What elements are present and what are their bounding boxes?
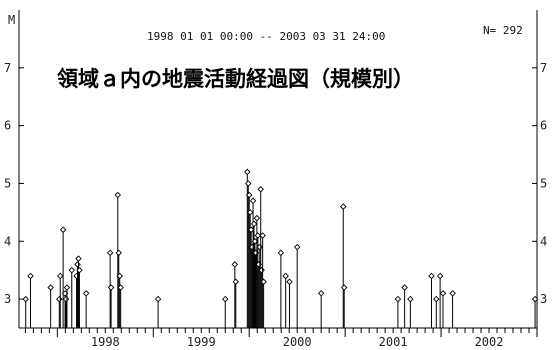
event-marker	[154, 295, 162, 303]
event-marker	[401, 284, 408, 291]
event-marker	[117, 284, 124, 291]
event-marker	[340, 284, 348, 291]
event-marker	[439, 290, 447, 297]
y-tick-label-right: 4	[540, 234, 547, 248]
event-marker	[56, 295, 63, 303]
plot-frame	[18, 10, 538, 329]
event-marker	[116, 272, 123, 280]
event-marker	[253, 214, 261, 222]
event-marker	[245, 180, 252, 187]
event-marker	[277, 249, 285, 257]
event-marker	[259, 232, 266, 239]
event-marker	[449, 290, 456, 297]
event-marker	[68, 266, 75, 274]
event-marker	[115, 249, 122, 257]
data-stems	[22, 168, 539, 328]
event-marker	[246, 209, 254, 216]
y-tick-label-right: 3	[540, 292, 547, 306]
y-tick-label-left: 6	[4, 119, 11, 133]
event-marker	[27, 272, 34, 280]
y-tick-label-right: 5	[540, 176, 547, 190]
event-marker	[82, 290, 90, 297]
y-tick-label-left: 4	[4, 234, 11, 248]
chart-title: 領域ａ内の地震活動経過図（規模別）	[57, 67, 414, 91]
y-tick-label-left: 3	[4, 292, 11, 306]
y-tick-label-right: 6	[540, 119, 547, 133]
axis-ticks: 3 3 4 4 5 5 6 6 7 7 1998 1999 2000 2001 2002	[4, 61, 547, 349]
y-tick-label-left: 5	[4, 176, 11, 190]
event-marker	[232, 278, 240, 285]
event-marker	[436, 272, 444, 280]
y-tick-label-left: 7	[4, 61, 11, 75]
x-tick-label: 2002	[475, 335, 504, 349]
event-marker	[76, 266, 83, 274]
event-marker	[231, 261, 239, 268]
event-marker	[286, 278, 293, 285]
x-tick-label: 1999	[187, 335, 216, 349]
event-marker	[260, 278, 267, 285]
event-marker	[258, 266, 265, 274]
event-marker	[407, 295, 414, 303]
event-marker	[244, 168, 251, 176]
event-marker	[250, 220, 258, 228]
event-marker	[75, 255, 82, 262]
event-marker	[114, 191, 122, 199]
event-marker	[47, 284, 54, 291]
event-marker	[428, 272, 435, 280]
event-marker	[74, 261, 81, 268]
y-axis-label: M	[8, 13, 15, 27]
event-marker	[57, 272, 64, 280]
x-tick-label: 1998	[91, 335, 120, 349]
event-marker	[222, 295, 229, 303]
event-marker	[254, 232, 262, 239]
event-marker	[63, 284, 71, 291]
event-marker	[531, 295, 539, 303]
period-label: 1998 01 01 00:00 -- 2003 03 31 24:00	[147, 30, 385, 43]
event-marker	[339, 203, 347, 210]
event-marker	[317, 290, 325, 297]
event-marker	[245, 191, 253, 199]
event-marker	[249, 197, 257, 205]
event-marker	[59, 226, 67, 233]
event-marker	[107, 284, 115, 291]
y-tick-label-right: 7	[540, 61, 547, 75]
x-tick-label: 2001	[379, 335, 408, 349]
event-marker	[394, 295, 402, 303]
event-marker	[62, 295, 70, 303]
event-marker	[106, 249, 114, 257]
x-tick-label: 2000	[283, 335, 312, 349]
event-marker	[293, 243, 301, 251]
event-marker	[282, 272, 289, 280]
event-marker	[22, 295, 29, 303]
count-label: N= 292	[483, 24, 523, 37]
event-marker	[257, 185, 264, 193]
event-marker	[433, 295, 440, 303]
